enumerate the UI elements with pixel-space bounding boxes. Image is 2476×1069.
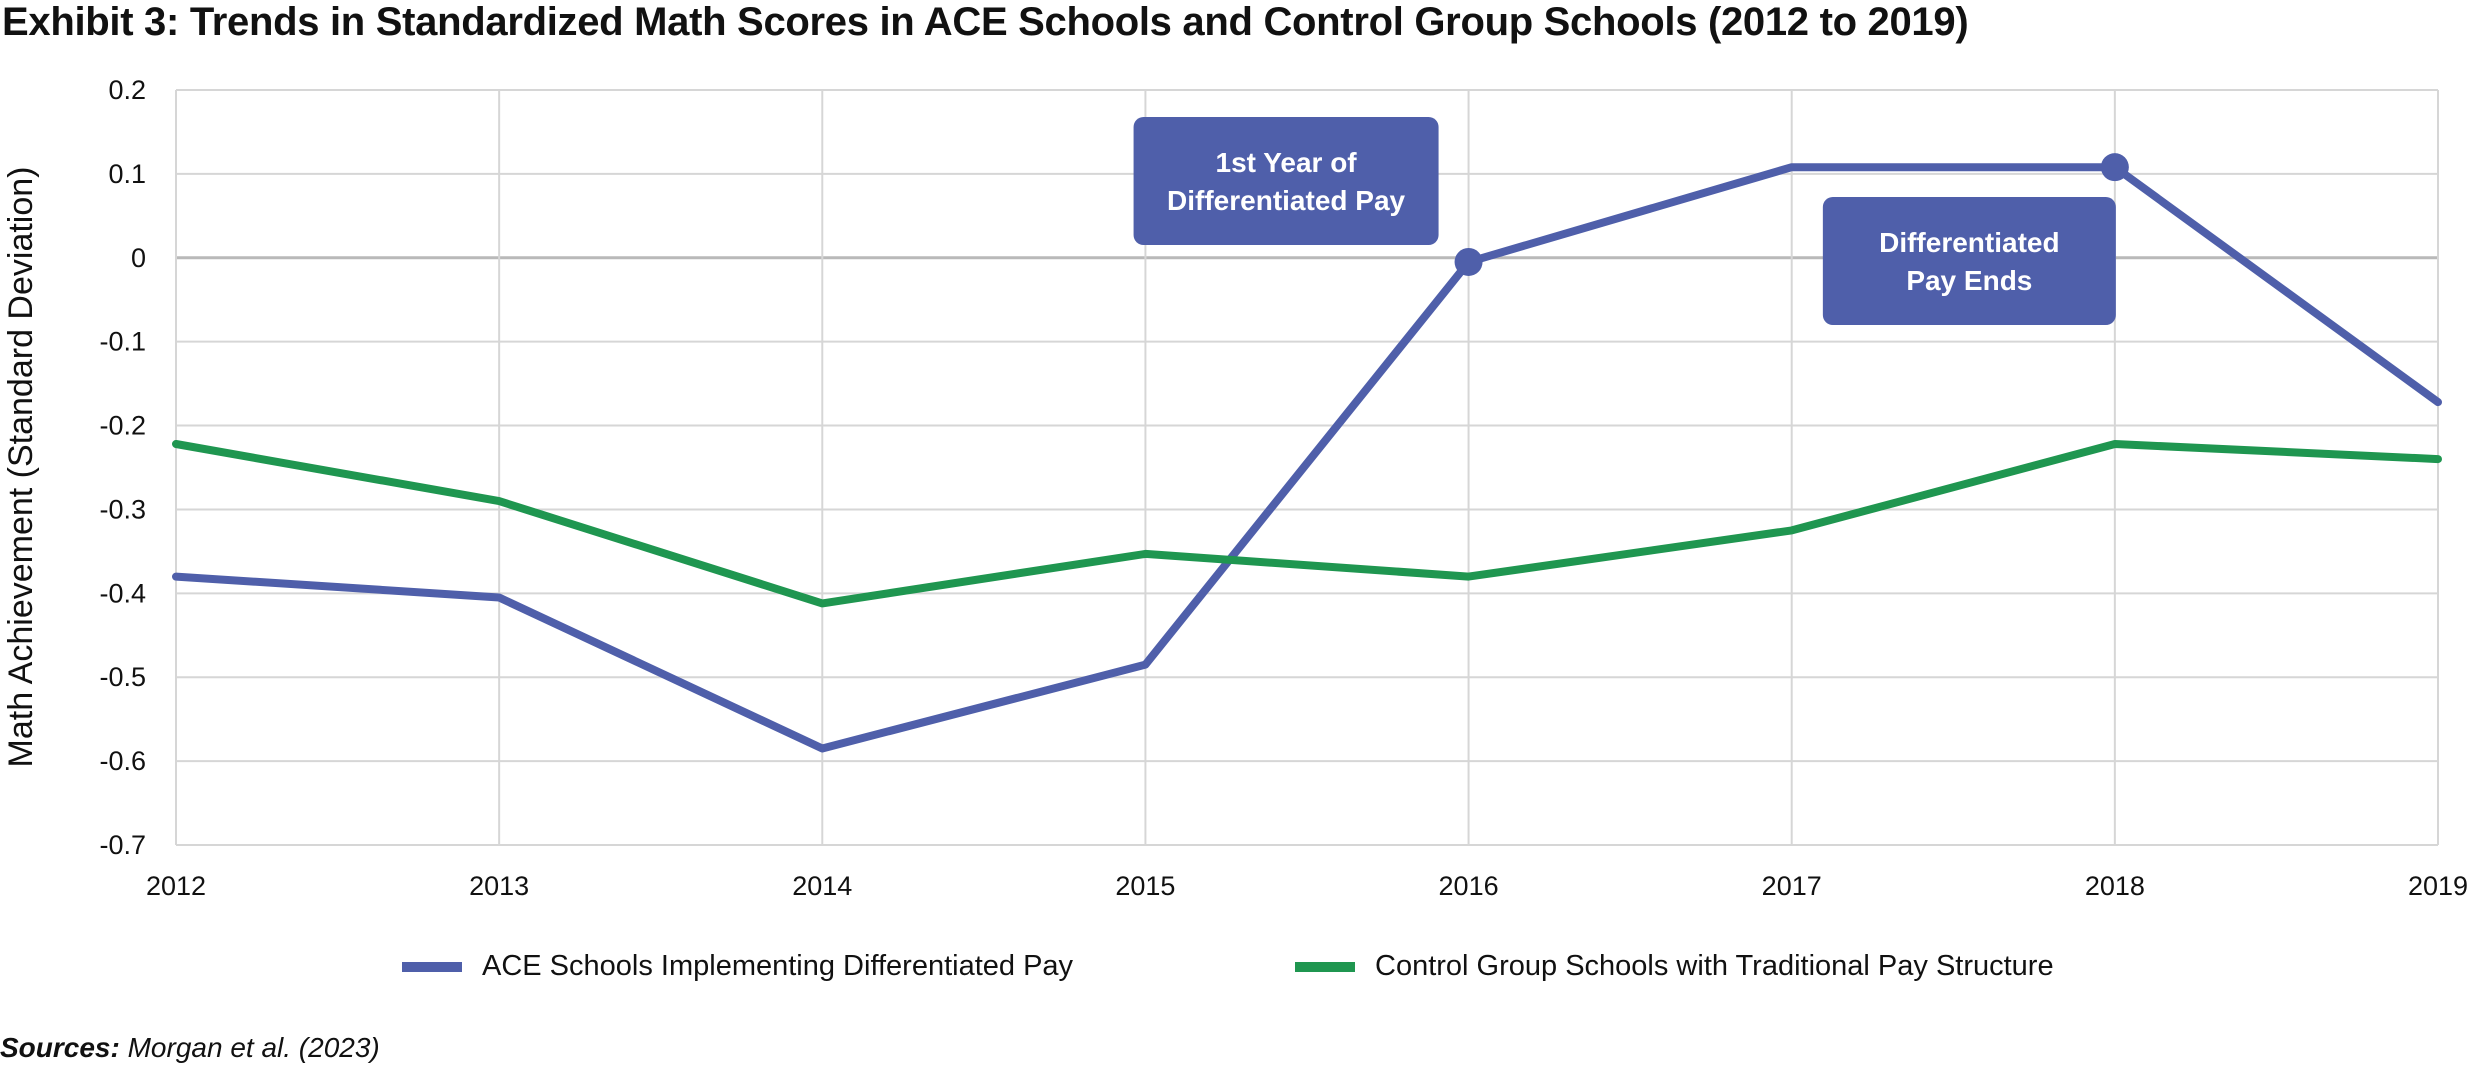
y-tick-label: -0.4	[99, 578, 146, 608]
sources-text: Morgan et al. (2023)	[127, 1032, 380, 1063]
series-line-ace	[172, 163, 2442, 753]
legend: ACE Schools Implementing Differentiated …	[0, 950, 2476, 990]
y-tick-label: -0.7	[99, 830, 146, 860]
legend-item-ace: ACE Schools Implementing Differentiated …	[402, 950, 1073, 983]
y-tick-label: -0.3	[99, 494, 146, 524]
highlight-point	[2100, 153, 2129, 182]
y-tick-label: -0.5	[99, 662, 146, 692]
series-line-control	[172, 440, 2442, 608]
y-tick-label: 0.2	[108, 75, 146, 105]
legend-label-ace: ACE Schools Implementing Differentiated …	[482, 950, 1074, 982]
x-tick-label: 2017	[1762, 871, 1822, 901]
x-tick-label: 2019	[2408, 871, 2468, 901]
legend-item-control: Control Group Schools with Traditional P…	[1295, 950, 2054, 983]
chart-title: Exhibit 3: Trends in Standardized Math S…	[2, 0, 1969, 44]
legend-swatch-control	[1295, 961, 1355, 972]
annotation-box: 1st Year of Differentiated Pay	[1133, 117, 1439, 245]
annotation-background	[1822, 197, 2116, 325]
legend-label-control: Control Group Schools with Traditional P…	[1375, 950, 2054, 982]
x-tick-label: 2018	[2085, 871, 2145, 901]
annotation-text: Pay Ends	[1906, 265, 2032, 296]
annotation-text: Differentiated	[1879, 227, 2059, 258]
y-tick-label: -0.6	[99, 746, 146, 776]
annotation-layer: 1st Year of Differentiated Pay Differentia…	[1133, 117, 2116, 325]
x-tick-label: 2014	[792, 871, 852, 901]
y-tick-label: 0	[131, 243, 146, 273]
sources-label: Sources:	[0, 1032, 120, 1063]
legend-swatch-ace	[402, 961, 462, 972]
highlight-point	[1454, 247, 1483, 276]
sources-note: Sources: Morgan et al. (2023)	[0, 1032, 380, 1064]
annotation-text: 1st Year of	[1216, 147, 1358, 178]
x-tick-label: 2015	[1115, 871, 1175, 901]
x-tick-label: 2012	[146, 871, 206, 901]
y-tick-label: -0.2	[99, 411, 146, 441]
marker-layer	[1454, 153, 2129, 276]
annotation-background	[1133, 117, 1439, 245]
y-tick-label: 0.1	[108, 159, 146, 189]
x-tick-label: 2013	[469, 871, 529, 901]
annotation-box: Differentiated Pay Ends	[1822, 197, 2116, 325]
series-layer	[172, 163, 2442, 753]
x-tick-label: 2016	[1439, 871, 1499, 901]
grid-layer	[175, 89, 2439, 846]
y-axis-label: Math Achievement (Standard Deviation)	[2, 167, 40, 768]
annotation-text: Differentiated Pay	[1167, 185, 1405, 216]
y-tick-label: -0.1	[99, 327, 146, 357]
